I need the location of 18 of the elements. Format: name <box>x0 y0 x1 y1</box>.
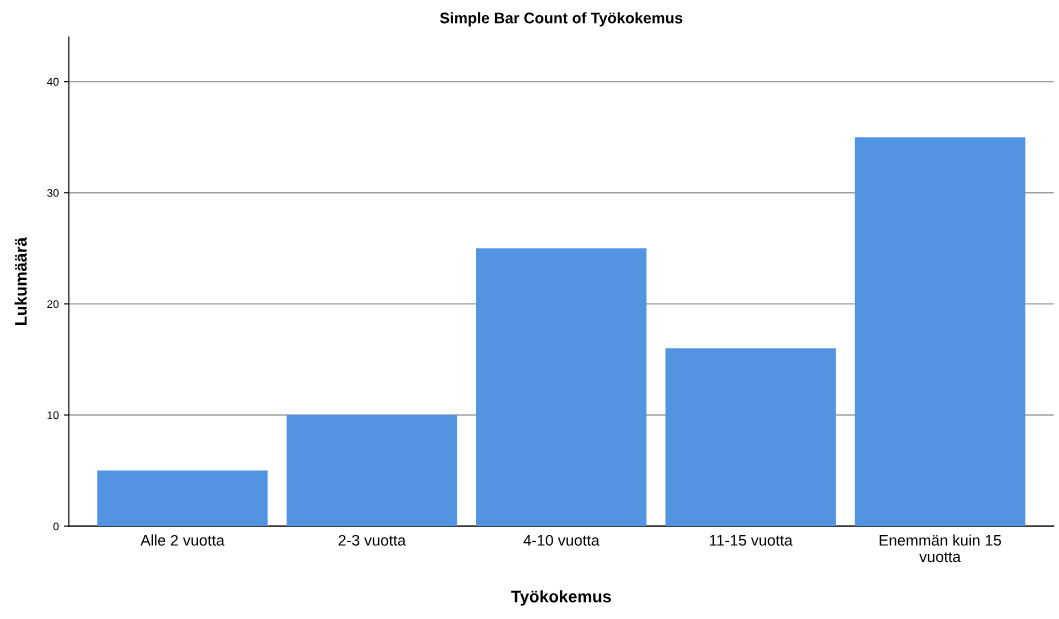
chart-title: Simple Bar Count of Työkokemus <box>440 12 683 27</box>
bar <box>665 348 836 527</box>
y-axis-title: Lukumäärä <box>14 237 27 325</box>
x-tick-label: Alle 2 vuotta <box>140 534 225 546</box>
y-tick-label: 40 <box>47 77 59 86</box>
x-tick-label: 11-15 vuotta <box>709 535 793 546</box>
x-tick-label: 4-10 vuotta <box>523 534 600 546</box>
bar <box>286 415 458 527</box>
x-tick-label: Enemmän kuin 15 vuotta <box>879 534 1001 563</box>
y-tick-label: 0 <box>53 522 59 531</box>
bar <box>97 470 268 527</box>
y-tick-label: 20 <box>47 300 59 309</box>
x-tick-label: 2-3 vuotta <box>338 534 406 546</box>
y-tick-label: 30 <box>47 189 59 197</box>
y-tick-label: 10 <box>47 411 59 420</box>
bar <box>476 248 647 527</box>
x-axis-title: Työkokemus <box>511 590 611 606</box>
bar <box>854 137 1026 527</box>
